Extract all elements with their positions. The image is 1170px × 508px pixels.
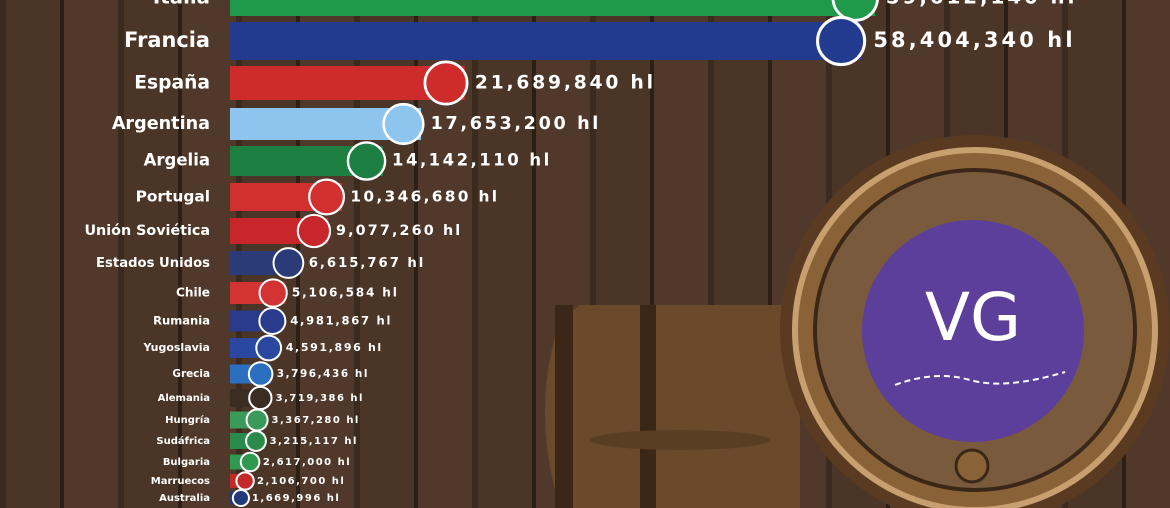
value-label: 9,077,260 hl: [336, 223, 462, 239]
flag: [247, 361, 274, 387]
category-label: Estados Unidos: [96, 256, 210, 271]
category-label: España: [134, 73, 210, 94]
flag: [382, 102, 425, 146]
value-label: 3,367,280 hl: [272, 415, 360, 426]
value-label: 2,106,700 hl: [257, 476, 345, 487]
value-label: 10,346,680 hl: [350, 188, 499, 206]
flag: [272, 247, 305, 279]
flag: [258, 306, 287, 336]
bar: [230, 22, 862, 60]
flag: [423, 60, 469, 106]
category-label: Portugal: [136, 188, 210, 206]
value-label: 5,106,584 hl: [292, 286, 399, 300]
category-label: Argentina: [112, 114, 210, 134]
category-label: Francia: [124, 28, 210, 52]
value-label: 14,142,110 hl: [392, 151, 552, 170]
flag: [296, 213, 332, 249]
category-label: Chile: [176, 286, 210, 300]
flag: [239, 451, 261, 473]
flag: [816, 15, 867, 67]
value-label: 4,591,896 hl: [286, 341, 383, 354]
flag: [346, 141, 387, 181]
category-label: Sudáfrica: [156, 435, 210, 447]
flag: [248, 385, 273, 411]
flag: [308, 178, 346, 216]
flag: [245, 408, 269, 432]
category-label: Marruecos: [151, 476, 210, 487]
category-label: Alemania: [158, 393, 210, 404]
category-label: Unión Soviética: [84, 223, 210, 239]
value-label: 1,669,996 hl: [252, 493, 340, 504]
flag: [245, 430, 267, 452]
flag: [231, 488, 250, 508]
category-label: Australia: [159, 493, 210, 504]
value-label: 17,653,200 hl: [431, 114, 601, 134]
value-label: 4,981,867 hl: [290, 314, 392, 328]
value-label: 58,404,340 hl: [873, 28, 1075, 52]
value-label: 59,612,140 hl: [886, 0, 1078, 9]
value-label: 6,615,767 hl: [309, 256, 426, 271]
category-label: Italia: [153, 0, 210, 9]
small-barrel: [545, 305, 800, 508]
big-barrel: VG: [780, 135, 1170, 508]
category-label: Rumania: [153, 314, 210, 328]
flag: [235, 471, 255, 491]
category-label: Bulgaria: [163, 457, 210, 468]
category-label: Argelia: [144, 151, 210, 170]
value-label: 2,617,000 hl: [263, 457, 351, 468]
logo: VG: [925, 279, 1021, 356]
value-label: 3,215,117 hl: [270, 436, 358, 447]
flag: [258, 278, 288, 308]
value-label: 3,719,386 hl: [276, 393, 364, 404]
value-label: 21,689,840 hl: [475, 73, 656, 94]
category-label: Yugoslavia: [142, 341, 210, 354]
category-label: Grecia: [172, 368, 210, 380]
category-label: Hungría: [165, 414, 210, 426]
bar: [230, 0, 876, 16]
flag: [255, 334, 283, 362]
value-label: 3,796,436 hl: [277, 368, 369, 380]
